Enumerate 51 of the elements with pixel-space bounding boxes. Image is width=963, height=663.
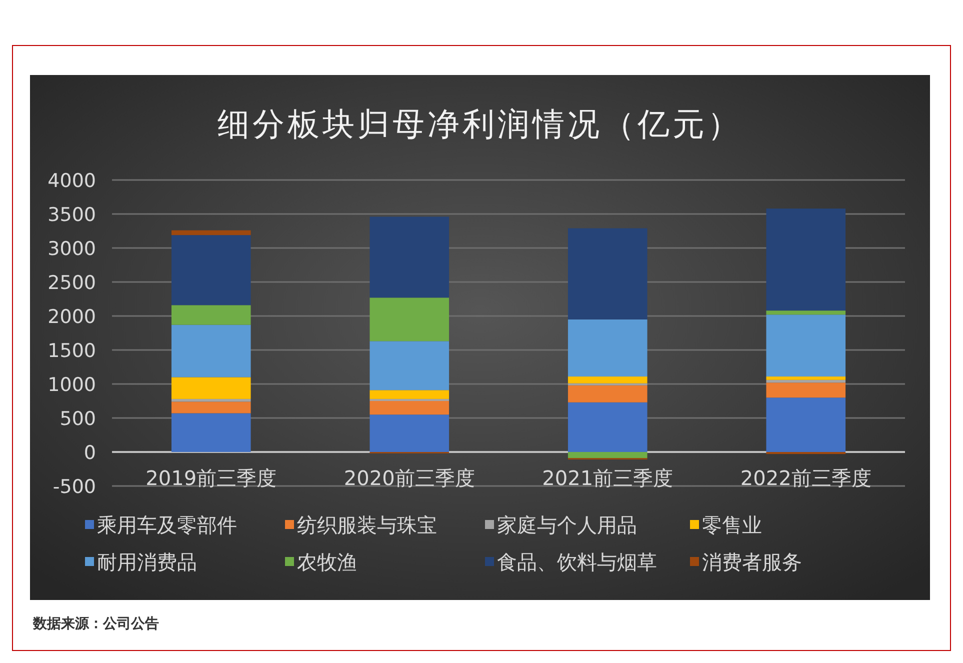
y-tick-label: 1500 bbox=[48, 340, 96, 362]
y-tick-label: 3000 bbox=[48, 238, 96, 260]
bar bbox=[766, 380, 846, 383]
legend-label: 消费者服务 bbox=[702, 550, 802, 574]
bar bbox=[171, 235, 251, 306]
x-tick-label: 2019前三季度 bbox=[146, 466, 277, 490]
bar bbox=[171, 230, 251, 236]
bar bbox=[370, 390, 450, 399]
bar bbox=[171, 402, 251, 414]
bar bbox=[568, 319, 648, 377]
bar bbox=[766, 310, 846, 315]
bar bbox=[766, 314, 846, 377]
bar bbox=[568, 452, 648, 458]
y-tick-label: 3500 bbox=[48, 204, 96, 226]
y-tick-label: 2000 bbox=[48, 306, 96, 328]
x-tick-label: 2021前三季度 bbox=[542, 466, 674, 490]
bar bbox=[370, 401, 450, 415]
bar bbox=[568, 228, 648, 320]
bar bbox=[766, 398, 846, 452]
legend-label: 食品、饮料与烟草 bbox=[497, 550, 657, 574]
bar bbox=[171, 398, 251, 402]
x-tick-label: 2020前三季度 bbox=[344, 466, 475, 490]
legend-label: 耐用消费品 bbox=[97, 550, 197, 574]
bar bbox=[370, 341, 450, 390]
x-tick-label: 2022前三季度 bbox=[740, 466, 872, 490]
y-tick-label: 2500 bbox=[48, 272, 96, 294]
chart-title: 细分板块归母净利润情况（亿元） bbox=[218, 105, 742, 143]
bar bbox=[568, 376, 648, 384]
bar bbox=[370, 414, 450, 452]
legend-label: 乘用车及零部件 bbox=[97, 513, 237, 537]
y-tick-label: 1000 bbox=[48, 374, 96, 396]
bar bbox=[171, 413, 251, 452]
bar bbox=[766, 376, 846, 380]
y-tick-label: 0 bbox=[84, 442, 96, 464]
bar bbox=[171, 377, 251, 399]
bar bbox=[766, 382, 846, 398]
y-tick-label: -500 bbox=[52, 476, 96, 498]
legend-label: 纺织服装与珠宝 bbox=[297, 513, 437, 537]
source-note: 数据来源：公司公告 bbox=[32, 616, 159, 632]
bar bbox=[766, 208, 846, 311]
y-tick-label: 500 bbox=[60, 408, 96, 430]
legend-label: 农牧渔 bbox=[297, 550, 357, 574]
bar bbox=[370, 216, 450, 298]
y-tick-label: 4000 bbox=[48, 170, 96, 192]
bar bbox=[171, 324, 251, 378]
bar bbox=[370, 298, 450, 342]
bar bbox=[171, 305, 251, 325]
legend-label: 零售业 bbox=[702, 513, 762, 537]
bar bbox=[568, 402, 648, 452]
bar bbox=[568, 385, 648, 402]
legend-label: 家庭与个人用品 bbox=[497, 513, 637, 537]
